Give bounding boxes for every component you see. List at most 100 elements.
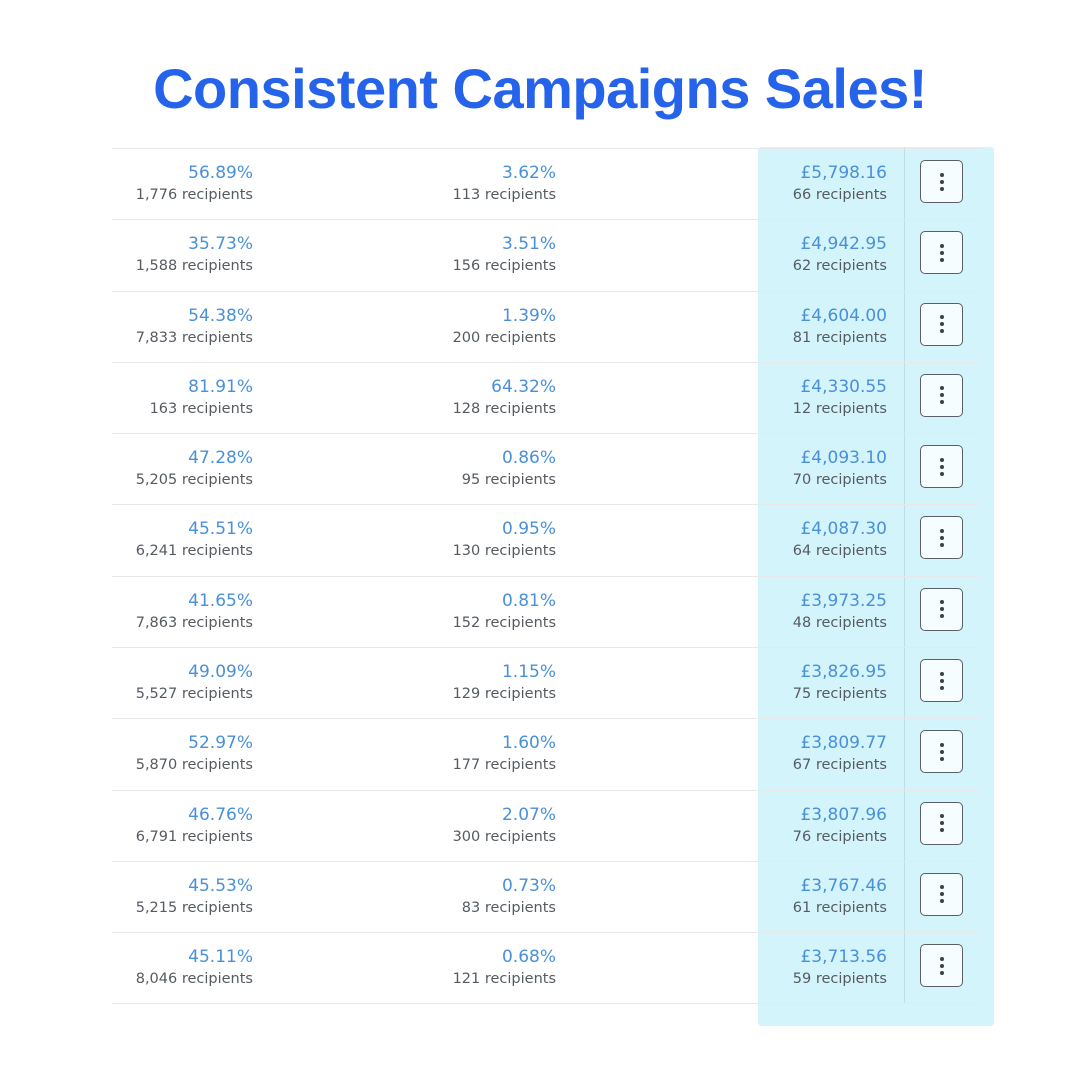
revenue-value: £3,809.77: [800, 733, 887, 754]
more-vertical-icon: [939, 600, 944, 619]
table-row: 45.51% 6,241 recipients 0.95% 130 recipi…: [112, 504, 980, 575]
row-menu-button[interactable]: [920, 445, 963, 489]
click-rate-cell: 2.07% 300 recipients: [453, 804, 556, 848]
click-rate-cell: 0.73% 83 recipients: [462, 875, 556, 919]
table-row: 52.97% 5,870 recipients 1.60% 177 recipi…: [112, 718, 980, 789]
open-recipients: 7,833 recipients: [135, 329, 253, 346]
row-menu-button[interactable]: [920, 231, 963, 275]
revenue-value: £5,798.16: [800, 163, 887, 183]
click-recipients: 129 recipients: [452, 686, 556, 703]
revenue-cell: £3,809.77 67 recipients: [793, 732, 887, 776]
revenue-recipients: 70 recipients: [792, 472, 887, 489]
click-rate-value: 0.86%: [501, 448, 556, 469]
open-recipients: 6,791 recipients: [135, 828, 253, 845]
click-rate-cell: 64.32% 128 recipients: [453, 376, 556, 420]
click-rate-cell: 3.62% 113 recipients: [453, 162, 556, 206]
revenue-recipients: 81 recipients: [792, 329, 887, 346]
click-recipients: 128 recipients: [452, 400, 556, 417]
click-recipients: 200 recipients: [452, 329, 556, 346]
open-rate-cell: 45.51% 6,241 recipients: [136, 518, 253, 562]
row-menu-button[interactable]: [920, 801, 963, 845]
open-rate-value: 47.28%: [188, 448, 253, 469]
revenue-cell: £3,713.56 59 recipients: [793, 946, 887, 990]
open-rate-value: 54.38%: [188, 305, 253, 326]
click-rate-value: 0.68%: [501, 947, 556, 968]
row-menu-button[interactable]: [920, 730, 963, 774]
click-rate-value: 1.15%: [501, 662, 556, 683]
table-row: 35.73% 1,588 recipients 3.51% 156 recipi…: [112, 219, 980, 290]
revenue-recipients: 67 recipients: [792, 757, 887, 774]
revenue-recipients: 59 recipients: [792, 971, 887, 988]
page-headline: Consistent Campaigns Sales!: [153, 57, 927, 120]
open-recipients: 1,776 recipients: [135, 187, 253, 203]
row-menu-button[interactable]: [920, 659, 963, 703]
revenue-cell: £4,604.00 81 recipients: [793, 305, 887, 349]
row-menu-button[interactable]: [920, 302, 963, 346]
open-rate-value: 41.65%: [188, 590, 253, 611]
revenue-value: £4,087.30: [800, 519, 887, 540]
click-rate-cell: 0.81% 152 recipients: [453, 590, 556, 634]
click-rate-cell: 1.39% 200 recipients: [453, 305, 556, 349]
row-menu-button[interactable]: [920, 160, 963, 203]
open-recipients: 8,046 recipients: [135, 971, 253, 988]
open-rate-value: 52.97%: [188, 733, 253, 754]
open-recipients: 7,863 recipients: [135, 614, 253, 631]
revenue-cell: £4,942.95 62 recipients: [793, 233, 887, 277]
revenue-value: £4,604.00: [800, 305, 887, 326]
click-rate-value: 3.62%: [501, 163, 556, 183]
table-row: 81.91% 163 recipients 64.32% 128 recipie…: [112, 361, 980, 433]
more-vertical-icon: [939, 956, 944, 975]
open-rate-cell: 41.65% 7,863 recipients: [136, 590, 253, 634]
click-rate-value: 1.60%: [501, 733, 556, 754]
table-row: 54.38% 7,833 recipients 1.39% 200 recipi…: [112, 290, 980, 362]
click-rate-cell: 1.60% 177 recipients: [453, 732, 556, 776]
more-vertical-icon: [939, 671, 944, 690]
open-rate-cell: 45.53% 5,215 recipients: [136, 875, 253, 919]
click-rate-value: 0.95%: [501, 519, 556, 540]
click-rate-value: 3.51%: [501, 234, 556, 255]
revenue-cell: £3,767.46 61 recipients: [793, 875, 887, 919]
revenue-recipients: 12 recipients: [792, 400, 887, 417]
click-rate-value: 64.32%: [491, 376, 556, 397]
open-rate-value: 35.73%: [188, 234, 253, 255]
row-menu-button[interactable]: [920, 373, 963, 417]
open-recipients: 5,870 recipients: [135, 757, 253, 774]
more-vertical-icon: [939, 172, 944, 191]
row-menu-button[interactable]: [920, 872, 963, 916]
table-row: 45.11% 8,046 recipients 0.68% 121 recipi…: [112, 932, 980, 1004]
revenue-value: £4,942.95: [800, 234, 887, 255]
revenue-cell: £5,798.16 66 recipients: [793, 162, 887, 206]
click-recipients: 95 recipients: [461, 472, 556, 489]
more-vertical-icon: [939, 457, 944, 476]
revenue-recipients: 48 recipients: [792, 614, 887, 631]
open-rate-cell: 47.28% 5,205 recipients: [136, 447, 253, 491]
revenue-value: £3,767.46: [800, 875, 887, 896]
revenue-value: £4,330.55: [800, 376, 887, 397]
revenue-recipients: 61 recipients: [792, 899, 887, 916]
click-recipients: 152 recipients: [452, 614, 556, 631]
row-menu-button[interactable]: [920, 587, 963, 631]
open-recipients: 5,527 recipients: [135, 686, 253, 703]
open-recipients: 5,215 recipients: [135, 899, 253, 916]
revenue-value: £3,807.96: [800, 804, 887, 825]
revenue-cell: £3,826.95 75 recipients: [793, 661, 887, 705]
revenue-value: £3,826.95: [800, 662, 887, 683]
open-rate-cell: 52.97% 5,870 recipients: [136, 732, 253, 776]
click-recipients: 113 recipients: [452, 187, 556, 203]
row-menu-button[interactable]: [920, 516, 963, 560]
table-row: 49.09% 5,527 recipients 1.15% 129 recipi…: [112, 647, 980, 718]
open-rate-value: 46.76%: [188, 804, 253, 825]
click-rate-value: 1.39%: [501, 305, 556, 326]
revenue-cell: £3,807.96 76 recipients: [793, 804, 887, 848]
open-rate-value: 81.91%: [188, 376, 253, 397]
revenue-recipients: 62 recipients: [792, 258, 887, 275]
open-rate-cell: 81.91% 163 recipients: [150, 376, 253, 420]
table-row: 46.76% 6,791 recipients 2.07% 300 recipi…: [112, 789, 980, 861]
revenue-recipients: 66 recipients: [792, 187, 887, 203]
more-vertical-icon: [939, 386, 944, 405]
column-divider: [904, 147, 905, 1004]
campaigns-table: 56.89% 1,776 recipients 3.62% 113 recipi…: [112, 148, 980, 1004]
revenue-recipients: 75 recipients: [792, 686, 887, 703]
row-menu-button[interactable]: [920, 944, 963, 988]
click-rate-value: 0.73%: [501, 875, 556, 896]
